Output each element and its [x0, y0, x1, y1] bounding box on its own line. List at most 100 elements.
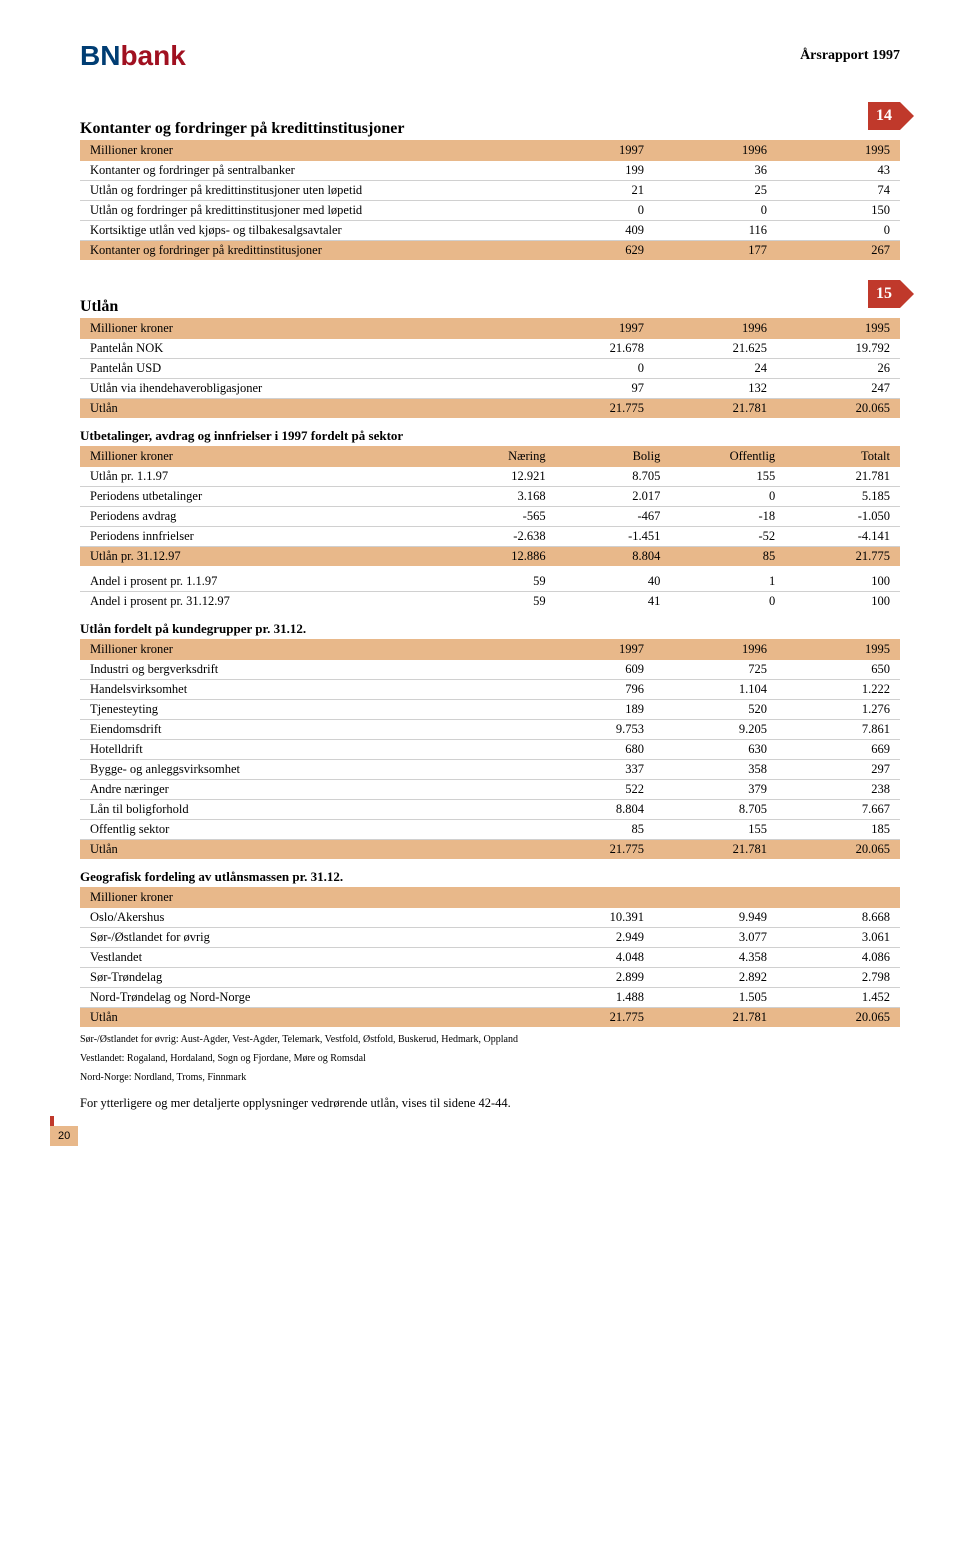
table-cell: 155 — [654, 820, 777, 840]
col-header: Millioner kroner — [80, 140, 531, 161]
col-header: Næring — [441, 446, 556, 467]
table-cell: Sør-/Østlandet for øvrig — [80, 928, 531, 948]
table-cell: Kortsiktige utlån ved kjøps- og tilbakes… — [80, 221, 531, 241]
table-cell: Andel i prosent pr. 1.1.97 — [80, 572, 441, 592]
table-row: Andre næringer522379238 — [80, 780, 900, 800]
footnote: Vestlandet: Rogaland, Hordaland, Sogn og… — [80, 1052, 900, 1065]
table-row: Eiendomsdrift9.7539.2057.861 — [80, 720, 900, 740]
table-cell: 2.899 — [531, 968, 654, 988]
table-cell: Utlån pr. 31.12.97 — [80, 547, 441, 567]
table-cell: 150 — [777, 201, 900, 221]
table-row: Utlån og fordringer på kredittinstitusjo… — [80, 201, 900, 221]
section-badge-15: 15 — [868, 280, 900, 308]
table-cell: 41 — [556, 592, 671, 612]
table-cell: 59 — [441, 592, 556, 612]
table-14: Millioner kroner199719961995 Kontanter o… — [80, 140, 900, 260]
col-header: 1995 — [777, 639, 900, 660]
table-cell: 189 — [531, 700, 654, 720]
table-cell: -18 — [670, 507, 785, 527]
table-cell: Kontanter og fordringer på kredittinstit… — [80, 241, 531, 261]
page-number: 20 — [50, 1126, 78, 1146]
table-cell: Offentlig sektor — [80, 820, 531, 840]
table-row: Pantelån NOK21.67821.62519.792 — [80, 339, 900, 359]
col-header: Millioner kroner — [80, 639, 531, 660]
table-cell: 680 — [531, 740, 654, 760]
table-cell: 43 — [777, 161, 900, 181]
table-cell: 0 — [654, 201, 777, 221]
table-cell: 9.753 — [531, 720, 654, 740]
table-row: Vestlandet4.0484.3584.086 — [80, 948, 900, 968]
col-header: Offentlig — [670, 446, 785, 467]
col-header — [531, 887, 654, 908]
table-row: Bygge- og anleggsvirksomhet337358297 — [80, 760, 900, 780]
col-header: Millioner kroner — [80, 446, 441, 467]
table-row: Offentlig sektor85155185 — [80, 820, 900, 840]
table-cell: Industri og bergverksdrift — [80, 660, 531, 680]
table-cell: 3.168 — [441, 487, 556, 507]
table-cell: 1.276 — [777, 700, 900, 720]
table-cell: 1.452 — [777, 988, 900, 1008]
table-cell: 9.949 — [654, 908, 777, 928]
table-row: Nord-Trøndelag og Nord-Norge1.4881.5051.… — [80, 988, 900, 1008]
table-cell: -52 — [670, 527, 785, 547]
section-title-14: Kontanter og fordringer på kredittinstit… — [80, 120, 404, 138]
table-cell: 20.065 — [777, 1008, 900, 1028]
table-cell: 1.505 — [654, 988, 777, 1008]
table-cell: 24 — [654, 359, 777, 379]
table-cell: 8.804 — [531, 800, 654, 820]
section-title-15: Utlån — [80, 298, 118, 316]
table-cell: 155 — [670, 467, 785, 487]
table-cell: 59 — [441, 572, 556, 592]
table-row: Pantelån USD02426 — [80, 359, 900, 379]
subheading-t4: Geografisk fordeling av utlånsmassen pr.… — [80, 869, 900, 885]
table-cell: Tjenesteyting — [80, 700, 531, 720]
table-cell: -1.050 — [785, 507, 900, 527]
table-cell: 74 — [777, 181, 900, 201]
logo: BNbank — [80, 40, 186, 72]
table-cell: 2.892 — [654, 968, 777, 988]
table-cell: 116 — [654, 221, 777, 241]
table-15-1: Millioner kroner199719961995 Pantelån NO… — [80, 318, 900, 418]
col-header: Totalt — [785, 446, 900, 467]
table-15-4: Millioner kroner Oslo/Akershus10.3919.94… — [80, 887, 900, 1027]
table-cell: 3.061 — [777, 928, 900, 948]
table-cell: Periodens innfrielser — [80, 527, 441, 547]
subheading-t2: Utbetalinger, avdrag og innfrielser i 19… — [80, 428, 900, 444]
table-cell: 21.678 — [531, 339, 654, 359]
logo-bn: BN — [80, 40, 120, 71]
table-cell: 2.798 — [777, 968, 900, 988]
table-cell: 379 — [654, 780, 777, 800]
report-title: Årsrapport 1997 — [800, 48, 900, 64]
table-cell: Pantelån NOK — [80, 339, 531, 359]
table-cell: 630 — [654, 740, 777, 760]
table-cell: Utlån og fordringer på kredittinstitusjo… — [80, 181, 531, 201]
table-15-3: Millioner kroner199719961995 Industri og… — [80, 639, 900, 859]
footnote: Nord-Norge: Nordland, Troms, Finnmark — [80, 1071, 900, 1084]
table-cell: 100 — [785, 572, 900, 592]
table-cell: 26 — [777, 359, 900, 379]
table-row: Handelsvirksomhet7961.1041.222 — [80, 680, 900, 700]
table-cell: 21.781 — [654, 399, 777, 419]
table-row: Sør-/Østlandet for øvrig2.9493.0773.061 — [80, 928, 900, 948]
col-header: 1995 — [777, 318, 900, 339]
table-row: Utlån pr. 1.1.9712.9218.70515521.781 — [80, 467, 900, 487]
table-cell: 609 — [531, 660, 654, 680]
table-cell: 40 — [556, 572, 671, 592]
table-cell: 1.104 — [654, 680, 777, 700]
table-cell: 9.205 — [654, 720, 777, 740]
table-row: Andel i prosent pr. 1.1.9759401100 — [80, 572, 900, 592]
table-cell: 19.792 — [777, 339, 900, 359]
table-cell: 8.804 — [556, 547, 671, 567]
table-cell: 0 — [670, 487, 785, 507]
table-cell: 199 — [531, 161, 654, 181]
table-cell: 21.775 — [531, 1008, 654, 1028]
table-cell: Handelsvirksomhet — [80, 680, 531, 700]
table-cell: 725 — [654, 660, 777, 680]
table-cell: Periodens utbetalinger — [80, 487, 441, 507]
col-header: 1997 — [531, 639, 654, 660]
table-cell: 21 — [531, 181, 654, 201]
table-cell: 85 — [531, 820, 654, 840]
table-cell: 247 — [777, 379, 900, 399]
logo-bank: bank — [120, 40, 185, 71]
table-cell: 5.185 — [785, 487, 900, 507]
